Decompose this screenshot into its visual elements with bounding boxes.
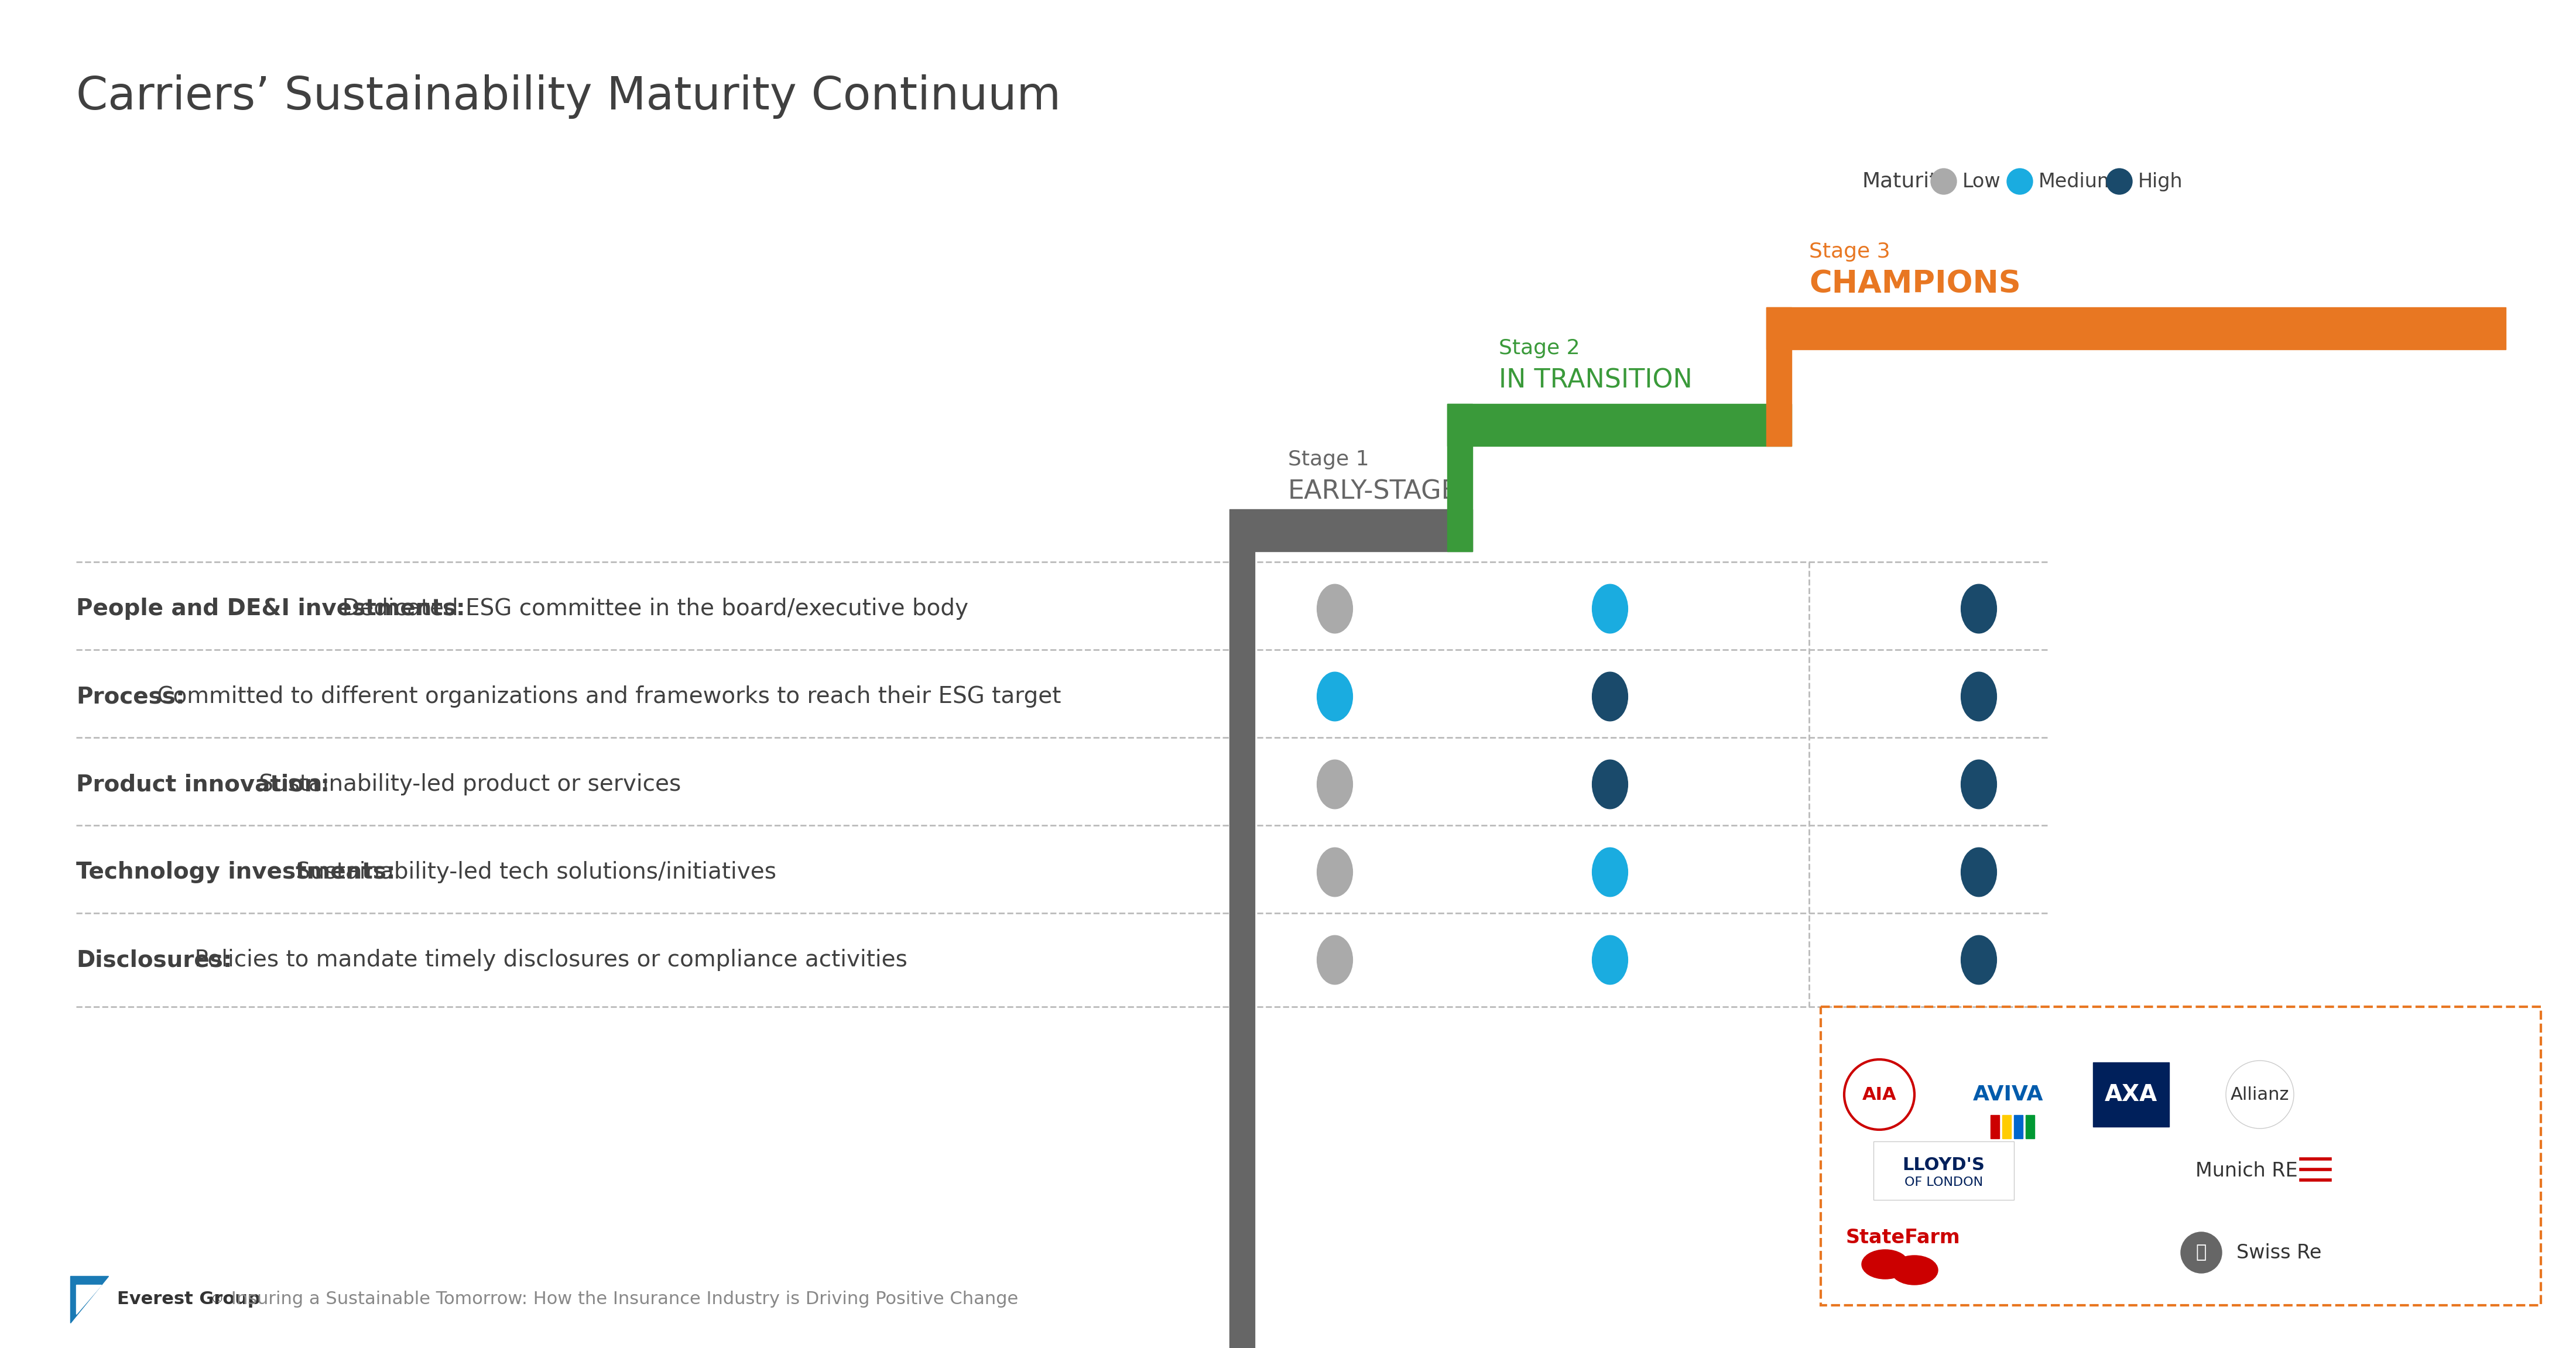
Text: Maturity: Maturity — [1862, 171, 1950, 191]
Text: Allianz: Allianz — [2231, 1086, 2290, 1103]
Bar — [1991, 1115, 1999, 1139]
Text: LLOYD'S: LLOYD'S — [1904, 1157, 1986, 1173]
Polygon shape — [70, 1277, 108, 1322]
Ellipse shape — [1316, 848, 1352, 896]
Bar — [1821, 1007, 2540, 1305]
Ellipse shape — [1316, 584, 1352, 634]
Text: Stage 2: Stage 2 — [1499, 338, 1579, 359]
Text: EARLY-STAGE: EARLY-STAGE — [1288, 479, 1458, 504]
Ellipse shape — [1891, 1255, 1937, 1285]
Text: Process:: Process: — [77, 685, 185, 708]
Text: AIA: AIA — [1862, 1086, 1896, 1103]
Ellipse shape — [1592, 848, 1628, 896]
Bar — [1767, 307, 2506, 349]
Bar — [1873, 1142, 2014, 1200]
Text: Committed to different organizations and frameworks to reach their ESG target: Committed to different organizations and… — [149, 685, 1061, 708]
Text: Sustainability-led product or services: Sustainability-led product or services — [252, 774, 680, 795]
Text: Swiss Re: Swiss Re — [2236, 1243, 2321, 1262]
Bar — [1229, 510, 1473, 551]
Ellipse shape — [1592, 673, 1628, 721]
Bar — [1448, 404, 1473, 551]
Text: AVIVA: AVIVA — [1973, 1085, 2043, 1104]
Ellipse shape — [1592, 584, 1628, 634]
Ellipse shape — [1592, 936, 1628, 984]
Text: StateFarm: StateFarm — [1844, 1228, 1960, 1248]
Text: Sustainability-led tech solutions/initiatives: Sustainability-led tech solutions/initia… — [289, 861, 775, 883]
Bar — [1873, 1142, 2014, 1200]
Bar — [2014, 1115, 2022, 1139]
Ellipse shape — [1592, 760, 1628, 809]
Text: Stage 3: Stage 3 — [1808, 241, 1891, 262]
Text: Carriers’ Sustainability Maturity Continuum: Carriers’ Sustainability Maturity Contin… — [77, 74, 1061, 119]
Ellipse shape — [1960, 584, 1996, 634]
Circle shape — [1844, 1060, 1914, 1130]
Ellipse shape — [1862, 1250, 1909, 1279]
Text: Ⓢ: Ⓢ — [2195, 1244, 2208, 1262]
Text: Low: Low — [1963, 171, 2002, 191]
Bar — [2025, 1115, 2035, 1139]
Ellipse shape — [1960, 848, 1996, 896]
Text: Stage 1: Stage 1 — [1288, 449, 1370, 469]
Circle shape — [2226, 1061, 2293, 1128]
Text: High: High — [2138, 171, 2182, 191]
Bar — [1448, 404, 1790, 446]
Ellipse shape — [1960, 760, 1996, 809]
Ellipse shape — [1960, 673, 1996, 721]
Bar — [1767, 307, 1790, 446]
Ellipse shape — [1960, 936, 1996, 984]
Circle shape — [2182, 1232, 2221, 1273]
Text: IN TRANSITION: IN TRANSITION — [1499, 368, 1692, 394]
Bar — [2002, 1115, 2012, 1139]
Polygon shape — [77, 1285, 100, 1314]
Circle shape — [1932, 168, 1958, 194]
Text: Product innovation:: Product innovation: — [77, 774, 330, 795]
Text: AXA: AXA — [2105, 1084, 2159, 1105]
Text: OF LONDON: OF LONDON — [1904, 1177, 1984, 1188]
Text: Disclosures:: Disclosures: — [77, 949, 232, 971]
Text: CHAMPIONS: CHAMPIONS — [1808, 268, 2020, 299]
Text: ®: ® — [211, 1294, 224, 1305]
Text: Medium: Medium — [2038, 171, 2117, 191]
Text: Munich RE: Munich RE — [2195, 1161, 2298, 1181]
Text: Technology investments:: Technology investments: — [77, 861, 397, 883]
Text: Everest Group: Everest Group — [116, 1291, 260, 1308]
Ellipse shape — [1316, 936, 1352, 984]
Text: Insuring a Sustainable Tomorrow: How the Insurance Industry is Driving Positive : Insuring a Sustainable Tomorrow: How the… — [227, 1291, 1018, 1308]
Text: Dedicated ESG committee in the board/executive body: Dedicated ESG committee in the board/exe… — [335, 597, 969, 620]
Circle shape — [2107, 168, 2133, 194]
Ellipse shape — [1316, 673, 1352, 721]
Circle shape — [2007, 168, 2032, 194]
Ellipse shape — [1316, 760, 1352, 809]
Bar — [1229, 551, 1255, 1348]
Text: Policies to mandate timely disclosures or compliance activities: Policies to mandate timely disclosures o… — [188, 949, 907, 971]
Bar — [2092, 1062, 2169, 1127]
Text: People and DE&I investments:: People and DE&I investments: — [77, 597, 466, 620]
